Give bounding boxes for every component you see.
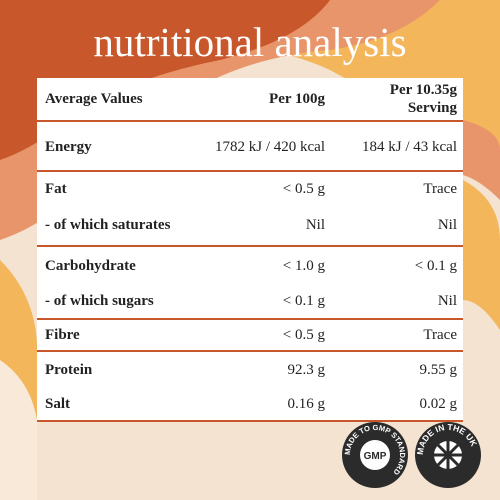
badge-center-text: GMP bbox=[364, 451, 387, 462]
header-cell: Average Values bbox=[45, 91, 143, 107]
table-cell: < 0.1 g bbox=[282, 292, 325, 309]
table-cell: Fat bbox=[45, 180, 67, 197]
table-cell: < 0.5 g bbox=[282, 327, 325, 343]
table-row: - of which saturates Nil Nil bbox=[37, 205, 463, 245]
row-divider bbox=[37, 170, 463, 172]
table-cell: Protein bbox=[45, 361, 93, 378]
table-cell: < 0.5 g bbox=[282, 180, 325, 197]
table-cell: - of which saturates bbox=[45, 217, 171, 233]
table-row: Energy 1782 kJ / 420 kcal 184 kJ / 43 kcal bbox=[37, 123, 463, 170]
header-cell: Per 10.35g Serving bbox=[389, 82, 457, 116]
table-cell: Nil bbox=[437, 292, 457, 309]
row-divider bbox=[37, 120, 463, 122]
table-cell: 9.55 g bbox=[419, 361, 458, 378]
table-cell: Trace bbox=[423, 180, 457, 197]
table-cell: 0.02 g bbox=[419, 395, 458, 412]
table-cell: - of which sugars bbox=[45, 292, 154, 309]
table-cell: 184 kJ / 43 kcal bbox=[362, 138, 457, 155]
table-cell: 0.16 g bbox=[287, 395, 326, 412]
table-row: Protein 92.3 g 9.55 g bbox=[37, 352, 463, 387]
table-cell: < 0.1 g bbox=[414, 257, 457, 274]
table-cell: < 1.0 g bbox=[282, 257, 325, 274]
table-cell: Trace bbox=[423, 327, 457, 343]
table-cell: Energy bbox=[45, 138, 92, 155]
table-row: Salt 0.16 g 0.02 g bbox=[37, 387, 463, 420]
table-cell: Nil bbox=[437, 217, 457, 233]
table-row: Fibre < 0.5 g Trace bbox=[37, 320, 463, 350]
row-divider bbox=[37, 318, 463, 320]
table-row: Fat < 0.5 g Trace bbox=[37, 172, 463, 205]
row-divider bbox=[37, 350, 463, 352]
table-cell: Fibre bbox=[45, 327, 80, 343]
table-cell: 92.3 g bbox=[287, 361, 326, 378]
table-cell: Nil bbox=[305, 217, 325, 233]
header-cell: Per 100g bbox=[269, 91, 325, 107]
table-row: - of which sugars < 0.1 g Nil bbox=[37, 283, 463, 318]
row-divider bbox=[37, 245, 463, 247]
table-cell: Carbohydrate bbox=[45, 257, 136, 274]
nutrition-table: Average Values Per 100g Per 10.35g Serving… bbox=[37, 78, 463, 422]
table-cell: Salt bbox=[45, 395, 71, 412]
row-divider bbox=[37, 420, 463, 422]
title: nutritional analysis bbox=[93, 19, 407, 65]
table-row: Carbohydrate < 1.0 g < 0.1 g bbox=[37, 248, 463, 283]
table-cell: 1782 kJ / 420 kcal bbox=[215, 138, 325, 155]
header-row: Average Values Per 100g Per 10.35g Serving bbox=[37, 78, 463, 120]
